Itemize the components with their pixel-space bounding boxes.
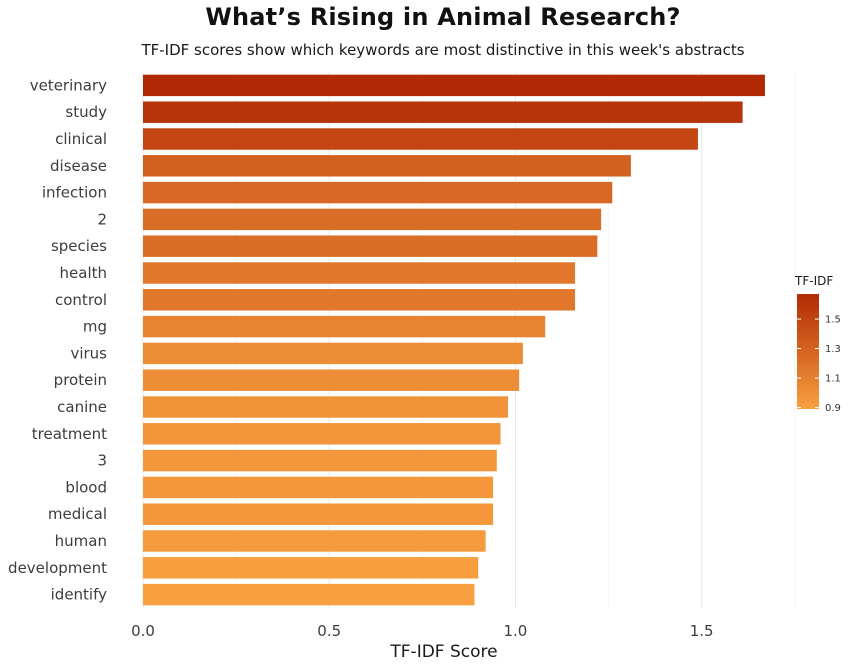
- bar: [143, 74, 765, 97]
- bar: [143, 476, 494, 499]
- bars-layer: [143, 74, 765, 606]
- y-tick-label: 2: [97, 210, 107, 228]
- bar: [143, 423, 501, 445]
- bar: [143, 583, 475, 606]
- y-tick-label: mg: [83, 318, 107, 336]
- y-tick-label: protein: [54, 371, 107, 389]
- x-tick-label: 1.0: [504, 622, 528, 640]
- y-tick-label: treatment: [32, 425, 107, 443]
- bar: [143, 449, 497, 472]
- bar: [143, 503, 494, 525]
- bar: [143, 315, 546, 338]
- y-tick-label: virus: [70, 344, 107, 362]
- x-tick-label: 1.5: [690, 622, 714, 640]
- chart-subtitle: TF-IDF scores show which keywords are mo…: [141, 41, 745, 59]
- y-tick-label: species: [51, 237, 107, 255]
- y-tick-label: blood: [65, 478, 107, 496]
- color-legend: TF-IDF 0.9 1.1 1.3 1.5: [794, 274, 841, 414]
- y-tick-label: disease: [50, 157, 107, 175]
- legend-title: TF-IDF: [794, 274, 833, 288]
- bar: [143, 289, 576, 311]
- x-tick-label: 0.0: [131, 622, 155, 640]
- y-tick-label: control: [55, 291, 107, 309]
- y-tick-label: medical: [48, 505, 107, 523]
- bar: [143, 181, 613, 204]
- y-tick-label: veterinary: [30, 76, 107, 94]
- bar: [143, 208, 602, 231]
- bar: [143, 262, 576, 284]
- y-tick-label: canine: [57, 398, 107, 416]
- y-tick-label: development: [8, 559, 107, 577]
- y-tick-label: infection: [42, 184, 107, 202]
- legend-tick-label: 1.5: [825, 315, 841, 326]
- bar: [143, 396, 508, 418]
- y-tick-label: 3: [97, 452, 107, 470]
- x-axis-tick-labels: 0.0 0.5 1.0 1.5: [131, 622, 714, 640]
- chart-title: What’s Rising in Animal Research?: [205, 3, 681, 31]
- y-tick-label: identify: [51, 586, 107, 604]
- bar: [143, 557, 479, 579]
- bar: [143, 101, 743, 123]
- x-axis-title: TF-IDF Score: [389, 642, 497, 662]
- legend-color-bar: [797, 294, 819, 409]
- legend-tick-label: 1.1: [825, 374, 841, 385]
- legend-ticks: 0.9 1.1 1.3 1.5: [797, 315, 841, 414]
- legend-tick-label: 0.9: [825, 403, 841, 414]
- y-tick-label: human: [55, 532, 107, 550]
- y-tick-label: clinical: [55, 130, 107, 148]
- bar: [143, 128, 698, 150]
- bar: [143, 342, 523, 365]
- bar: [143, 155, 631, 177]
- grid-layer: [142, 72, 796, 608]
- bar: [143, 369, 520, 391]
- legend-tick-label: 1.3: [825, 344, 841, 355]
- bar: [143, 530, 486, 552]
- bar: [143, 235, 598, 257]
- y-tick-label: health: [60, 264, 107, 282]
- x-tick-label: 0.5: [317, 622, 341, 640]
- y-tick-label: study: [65, 103, 107, 121]
- y-axis-tick-labels: veterinary study clinical disease infection 2…: [8, 76, 107, 603]
